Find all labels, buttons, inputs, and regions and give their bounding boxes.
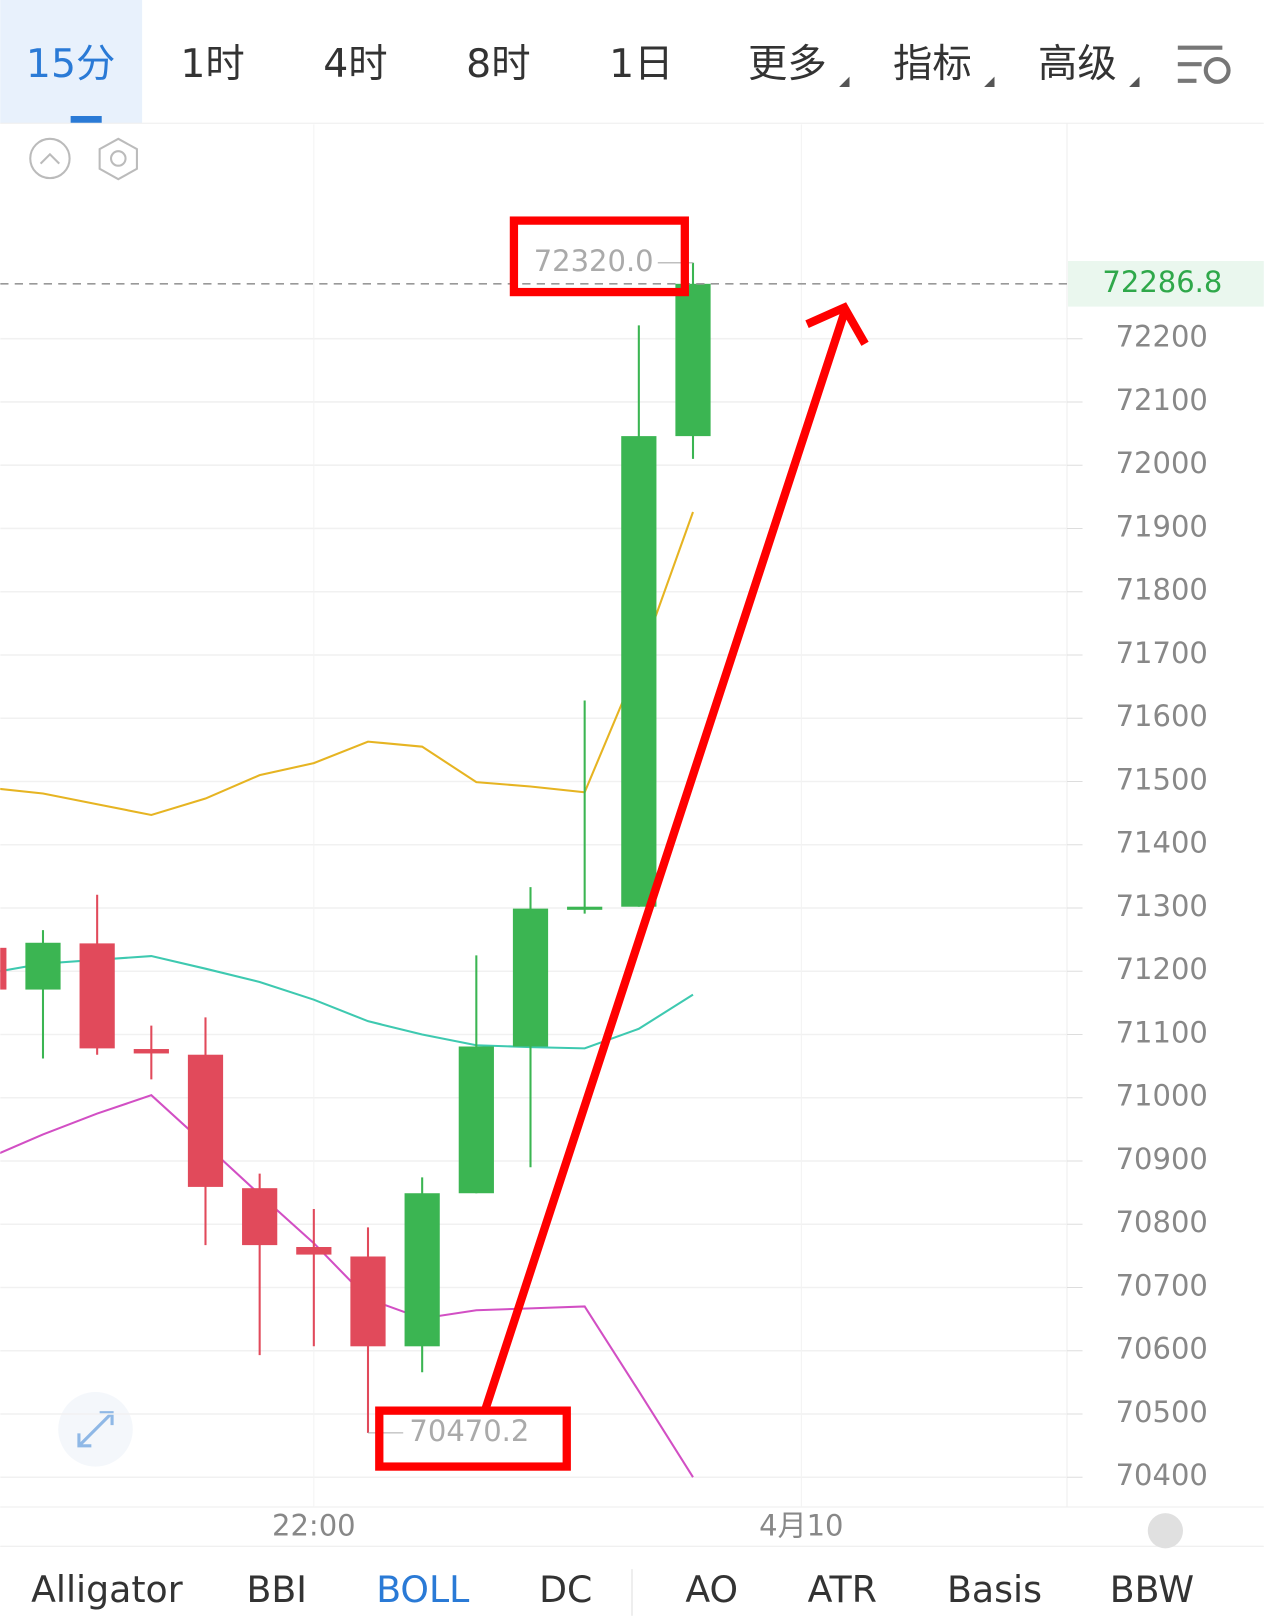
x-tick-label: 22:00 — [272, 1509, 356, 1543]
y-tick-label: 71200 — [1116, 952, 1208, 986]
boll-line — [0, 1094, 694, 1478]
y-tick-label: 71600 — [1116, 699, 1208, 733]
timeframe-tab[interactable]: 4时 — [323, 41, 387, 87]
y-tick-label: 71300 — [1116, 889, 1208, 923]
candle-body — [187, 1054, 224, 1187]
candle-body — [25, 942, 61, 990]
timeframe-tab[interactable]: 更多 — [748, 41, 827, 87]
y-tick-label: 70500 — [1116, 1395, 1208, 1429]
indicator-tab[interactable]: AO — [685, 1568, 738, 1611]
candle-body — [404, 1193, 440, 1347]
indicator-tabs: Alligator BBI BOLL DC AO ATR Basis BBW — [31, 1568, 1194, 1611]
extreme-label: 72320.0 — [534, 244, 654, 278]
settings-button[interactable] — [98, 137, 138, 181]
candle-body — [567, 906, 603, 910]
collapse-icon — [39, 152, 60, 165]
indicator-tab[interactable]: BOLL — [376, 1568, 469, 1611]
timeframe-tabs: 15分 1时 4时 8时 1日 更多 指标 高级 — [0, 0, 1140, 124]
price-axis: 70400 70500 70600 70700 70800 70900 71000 71100… — [272, 261, 1264, 1543]
y-tick-label: 70900 — [1116, 1142, 1208, 1176]
y-tick-label: 71900 — [1116, 509, 1208, 543]
indicator-tab[interactable]: BBI — [247, 1568, 307, 1611]
candle-body — [621, 436, 657, 907]
extreme-label: 70470.2 — [409, 1414, 529, 1448]
y-tick-label: 72200 — [1116, 320, 1208, 354]
timeframe-tab[interactable]: 8时 — [466, 41, 530, 87]
y-tick-label: 71400 — [1116, 826, 1208, 860]
y-tick-label: 71800 — [1116, 573, 1208, 607]
candle-body — [512, 908, 549, 1047]
candle-body — [296, 1247, 332, 1255]
timeframe-tab[interactable]: 指标 — [893, 41, 972, 87]
candle-body — [458, 1046, 494, 1194]
y-tick-label: 71100 — [1116, 1015, 1208, 1049]
timeframe-tab[interactable]: 1日 — [609, 41, 673, 87]
timeframe-tab[interactable]: 高级 — [1038, 41, 1117, 87]
y-tick-label: 70700 — [1116, 1268, 1208, 1302]
y-tick-label: 72100 — [1116, 383, 1208, 417]
indicator-tab[interactable]: DC — [539, 1568, 592, 1611]
candle-body — [0, 947, 7, 990]
last-price-bg — [1068, 261, 1264, 307]
candle-body — [350, 1256, 386, 1347]
boll-line — [0, 511, 694, 817]
indicator-tab[interactable]: BBW — [1110, 1568, 1194, 1611]
collapse-button[interactable] — [29, 137, 71, 180]
annotation-overlay — [375, 216, 869, 1471]
candle-body — [242, 1188, 278, 1246]
y-tick-label: 71500 — [1116, 762, 1208, 796]
plot: 72320.0 70470.2 — [0, 124, 1068, 1507]
dropdown-caret — [984, 76, 995, 87]
active-tab-indicator — [70, 116, 102, 124]
settings-icon[interactable] — [1177, 45, 1231, 84]
timeframe-tab[interactable]: 15分 — [26, 41, 115, 87]
candle-body — [79, 943, 115, 1049]
k-button[interactable] — [1147, 1513, 1183, 1549]
indicator-tab[interactable]: Basis — [947, 1568, 1042, 1611]
dropdown-caret — [839, 76, 850, 87]
settings-icon — [110, 150, 127, 167]
expand-icon — [77, 1411, 114, 1448]
x-tick-label: 4月10 — [759, 1509, 843, 1543]
timeframe-tab[interactable]: 1时 — [180, 41, 244, 87]
candle-body — [133, 1049, 169, 1054]
candle-body — [675, 283, 711, 437]
y-tick-label: 71700 — [1116, 636, 1208, 670]
y-tick-label: 70800 — [1116, 1205, 1208, 1239]
y-tick-label: 71000 — [1116, 1079, 1208, 1113]
y-tick-label: 70400 — [1116, 1458, 1208, 1492]
indicator-tab[interactable]: Alligator — [31, 1568, 183, 1611]
indicator-tab[interactable]: ATR — [808, 1568, 877, 1611]
y-tick-label: 70600 — [1116, 1332, 1208, 1366]
y-tick-label: 72000 — [1116, 446, 1208, 480]
last-price-label: 72286.8 — [1102, 265, 1222, 299]
active-tab-bg — [0, 0, 143, 124]
